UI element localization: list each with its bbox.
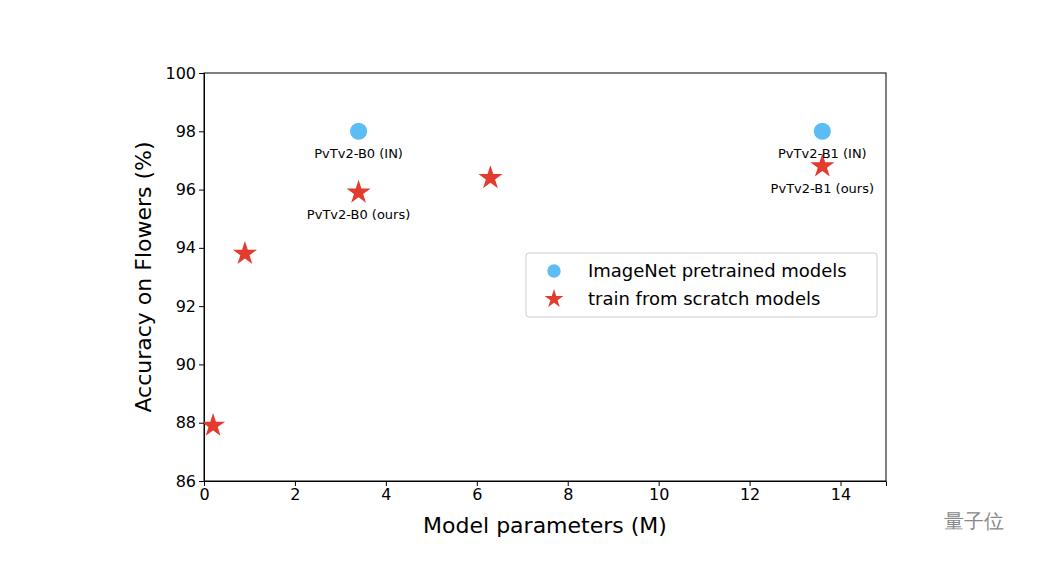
annotation: PvTv2-B1 (IN) <box>778 146 867 161</box>
point <box>347 180 371 203</box>
tick: 8 <box>563 481 573 504</box>
x-axis-title: Model parameters (M) <box>423 513 667 538</box>
y-axis: 86 88 90 92 94 96 98 100 <box>165 64 204 491</box>
tick: 4 <box>381 481 391 504</box>
annotation: PvTv2-B0 (IN) <box>314 146 403 161</box>
tick: 94 <box>176 238 204 257</box>
tick-label: 100 <box>165 64 196 83</box>
point <box>814 123 831 140</box>
legend-symbol <box>547 264 560 277</box>
tick-mark <box>199 364 204 365</box>
y-axis-title: Accuracy on Flowers (%) <box>131 141 156 412</box>
legend: ImageNet pretrained models train from scr… <box>526 253 877 317</box>
tick-mark <box>199 481 204 482</box>
series-0 <box>350 123 831 140</box>
point <box>478 165 502 188</box>
tick: 6 <box>472 481 482 504</box>
tick-label: 92 <box>176 297 196 316</box>
tick-label: 4 <box>381 485 391 504</box>
tick: 96 <box>176 180 204 199</box>
plot-frame <box>204 73 886 481</box>
point <box>350 123 367 140</box>
tick-label: 90 <box>176 355 196 374</box>
tick: 90 <box>176 355 204 374</box>
plot: 0 2 4 6 8 10 12 14 86 88 90 92 94 96 98 100 PvTv2-B0 (IN… <box>165 64 886 505</box>
tick: 86 <box>176 472 204 491</box>
tick-mark <box>199 423 204 424</box>
tick-label: 10 <box>649 485 669 504</box>
tick-label: 8 <box>563 485 573 504</box>
tick: 0 <box>199 481 209 504</box>
tick-label: 94 <box>176 238 196 257</box>
tick-label: 86 <box>176 472 196 491</box>
tick-label: 6 <box>472 485 482 504</box>
tick-label: 88 <box>176 413 196 432</box>
chart: 0 2 4 6 8 10 12 14 86 88 90 92 94 96 98 100 PvTv2-B0 (IN… <box>0 0 1038 566</box>
tick-label: 96 <box>176 180 196 199</box>
watermark: 量子位 <box>944 509 1004 533</box>
point <box>204 413 225 436</box>
tick-label: 14 <box>831 485 851 504</box>
axis-line <box>199 74 205 482</box>
annotation: PvTv2-B0 (ours) <box>307 207 410 222</box>
tick-mark <box>199 73 204 74</box>
tick-mark <box>199 131 204 132</box>
legend-symbol <box>545 289 564 307</box>
legend-label: ImageNet pretrained models <box>588 260 847 281</box>
x-axis: 0 2 4 6 8 10 12 14 <box>199 481 886 504</box>
annotation: PvTv2-B1 (ours) <box>771 181 874 196</box>
series-1 <box>204 154 834 436</box>
legend-label: train from scratch models <box>588 288 820 309</box>
tick: 12 <box>740 481 760 504</box>
tick: 98 <box>176 122 204 141</box>
point <box>233 241 257 264</box>
axis-line <box>205 482 887 487</box>
tick-mark <box>199 306 204 307</box>
tick: 10 <box>649 481 669 504</box>
tick: 100 <box>165 64 204 83</box>
tick-label: 98 <box>176 122 196 141</box>
tick: 88 <box>176 413 204 432</box>
legend-box <box>526 253 877 317</box>
tick: 14 <box>831 481 851 504</box>
tick-mark <box>199 248 204 249</box>
tick: 92 <box>176 297 204 316</box>
tick-label: 2 <box>290 485 300 504</box>
tick-mark <box>199 190 204 191</box>
tick-label: 0 <box>199 485 209 504</box>
tick: 2 <box>290 481 300 504</box>
tick-label: 12 <box>740 485 760 504</box>
